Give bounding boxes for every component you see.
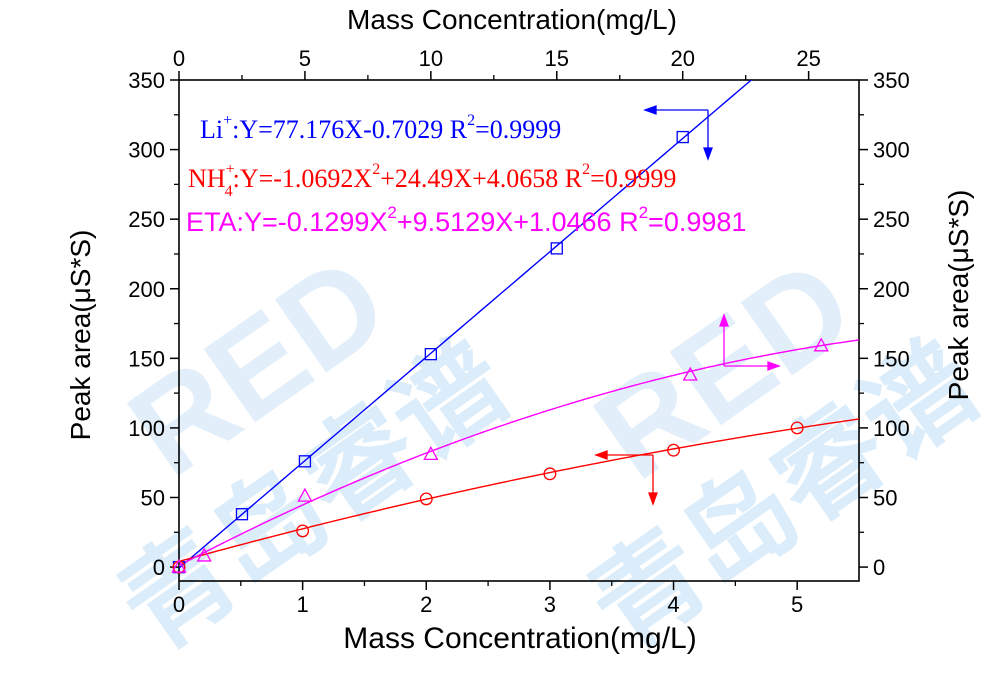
fit-curve-0 (179, 80, 753, 569)
eta-point (813, 337, 829, 352)
nh4-point (543, 467, 557, 481)
left-tick-label: 50 (141, 486, 165, 511)
right-tick-label: 300 (873, 138, 910, 163)
left-tick-label: 250 (128, 207, 165, 232)
y-axis-title-left: Peak area(μS*S) (65, 230, 96, 441)
nh4-point (419, 492, 433, 506)
li-equation: Li+:Y=77.176X-0.7029 R2=0.9999 (200, 112, 561, 144)
left-tick-label: 200 (128, 277, 165, 302)
plot-frame (178, 79, 860, 582)
right-tick-label: 250 (873, 207, 910, 232)
axis-indicator-arrows (594, 105, 781, 506)
top-axis-ticks: 0 5 10 15 20 25 (173, 46, 821, 80)
right-tick-label: 100 (873, 416, 910, 441)
li-point (550, 242, 563, 255)
eta-point (423, 445, 439, 461)
eta-point (297, 487, 313, 502)
li-axis-arrow (643, 105, 713, 161)
fit-curves (179, 80, 859, 569)
top-tick-label: 20 (670, 46, 694, 71)
top-tick-label: 5 (299, 46, 311, 71)
bottom-tick-label: 0 (173, 592, 185, 617)
li-point (424, 348, 438, 361)
bottom-tick-label: 5 (791, 592, 803, 617)
li-point (235, 508, 249, 521)
eta-axis-arrow (719, 313, 781, 371)
bottom-tick-label: 1 (297, 592, 309, 617)
eta-equation: ETA:Y=-0.1299X2+9.5129X+1.0466 R2=0.9981 (186, 203, 746, 237)
bottom-tick-label: 2 (420, 592, 432, 617)
right-axis-ticks: 0 50 100 150 200 250 300 350 (859, 68, 910, 580)
left-tick-label: 350 (128, 68, 165, 93)
nh4-point (296, 524, 310, 538)
x-axis-title-top: Mass Concentration(mg/L) (347, 4, 677, 35)
top-tick-label: 25 (796, 46, 820, 71)
x-axis-title-bottom: Mass Concentration(mg/L) (343, 622, 696, 655)
right-tick-label: 50 (873, 486, 897, 511)
data-markers (171, 130, 829, 574)
left-tick-label: 300 (128, 138, 165, 163)
y-axis-title-right: Peak area(μS*S) (943, 190, 974, 401)
right-tick-label: 350 (873, 68, 910, 93)
nh4-point (790, 421, 804, 435)
nh4-point (667, 443, 680, 457)
left-tick-label: 100 (128, 416, 165, 441)
eta-point (682, 366, 698, 381)
eta-point (171, 558, 187, 573)
left-tick-label: 0 (153, 555, 165, 580)
nh4-equation: NH+ 4:Y=-1.0692X2+24.49X+4.0658 R2=0.9999 (188, 161, 676, 200)
li-point (298, 455, 312, 468)
top-tick-label: 0 (173, 46, 185, 71)
fit-curve-1 (179, 418, 859, 563)
left-axis-ticks: 0 50 100 150 200 250 300 350 (128, 68, 179, 580)
top-tick-label: 15 (545, 46, 569, 71)
bottom-tick-label: 3 (544, 592, 556, 617)
right-tick-label: 150 (873, 346, 910, 371)
nh4-axis-arrow (594, 450, 658, 506)
top-tick-label: 10 (419, 46, 443, 71)
fit-curve-2 (179, 339, 859, 567)
right-tick-label: 0 (873, 555, 885, 580)
right-tick-label: 200 (873, 277, 910, 302)
eta-point (196, 547, 212, 562)
left-tick-label: 150 (128, 346, 165, 371)
bottom-tick-label: 4 (667, 592, 679, 617)
li-point (676, 130, 689, 144)
bottom-axis-ticks: 0 1 2 3 4 5 (173, 581, 803, 617)
